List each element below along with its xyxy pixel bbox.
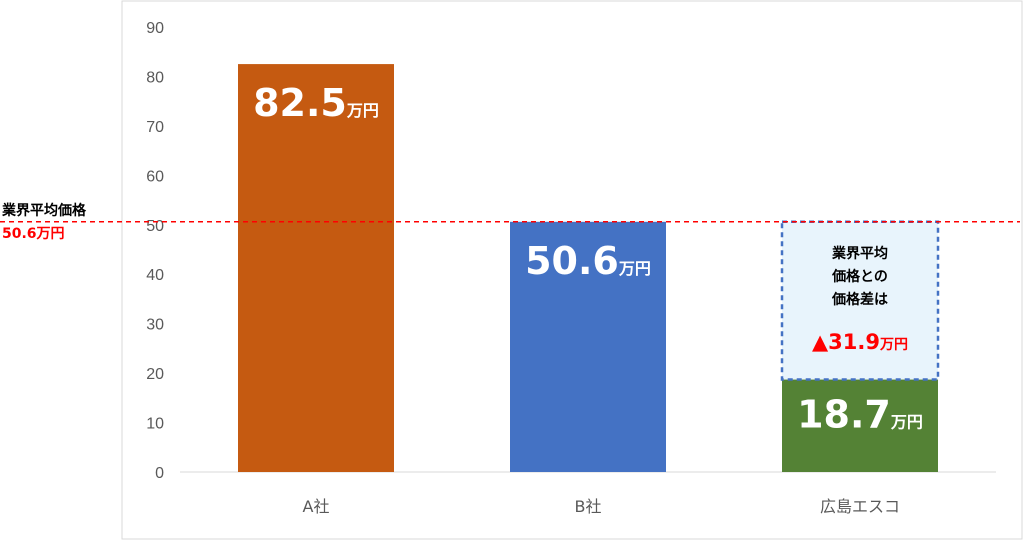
- category-label: A社: [303, 497, 330, 516]
- y-tick-label: 20: [146, 366, 164, 383]
- data-label-unit: 万円: [890, 413, 923, 432]
- y-tick-label: 60: [146, 168, 164, 185]
- difference-text-line: 価格差は: [831, 291, 888, 308]
- average-label-title: 業界平均価格: [1, 202, 87, 219]
- category-label: B社: [575, 497, 602, 516]
- data-label-number: 50.6: [525, 239, 619, 283]
- data-label: 18.7万円: [797, 393, 923, 437]
- bar: [238, 64, 394, 472]
- y-tick-label: 50: [146, 218, 164, 235]
- difference-value: ▲31.9万円: [812, 330, 908, 354]
- bars-group: [238, 64, 938, 472]
- category-labels: A社 B社 広島エスコ: [303, 497, 900, 516]
- average-label-value: 50.6万円: [2, 226, 65, 242]
- bar: [782, 379, 938, 472]
- y-tick-label: 40: [146, 267, 164, 284]
- data-label-number: 82.5: [253, 81, 347, 125]
- difference-number: ▲31.9: [812, 330, 880, 354]
- data-label-unit: 万円: [346, 101, 379, 120]
- bar: [510, 221, 666, 472]
- data-label: 82.5万円: [253, 81, 379, 125]
- difference-box: [780, 220, 940, 381]
- category-label: 広島エスコ: [820, 497, 900, 516]
- y-tick-label: 70: [146, 119, 164, 136]
- y-tick-label: 30: [146, 317, 164, 334]
- y-axis-ticks: 0 10 20 30 40 50 60 70 80 90: [146, 20, 164, 482]
- y-tick-label: 10: [146, 416, 164, 433]
- data-label: 50.6万円: [525, 239, 651, 283]
- data-label-unit: 万円: [618, 259, 651, 278]
- difference-text-line: 価格との: [831, 268, 888, 285]
- difference-text-line: 業界平均: [831, 245, 888, 262]
- data-label-number: 18.7: [797, 393, 891, 437]
- y-tick-label: 90: [146, 20, 164, 37]
- difference-unit: 万円: [879, 337, 908, 353]
- y-tick-label: 80: [146, 69, 164, 86]
- y-tick-label: 0: [155, 465, 164, 482]
